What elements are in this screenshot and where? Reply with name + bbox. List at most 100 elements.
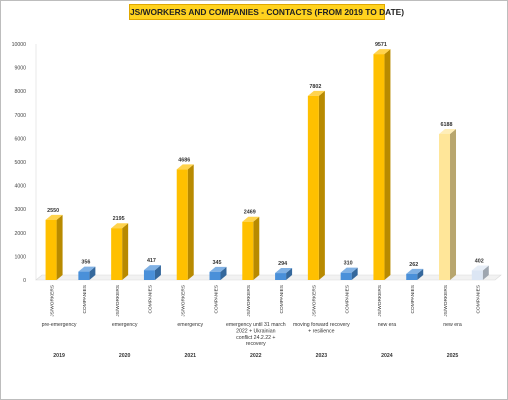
bar (471, 270, 483, 280)
phase-label-line: new era (378, 322, 397, 328)
bar-side (286, 268, 293, 280)
bar-top (340, 267, 358, 273)
bar-top (45, 214, 63, 220)
x-tick-label: JS/WORKERS (377, 285, 383, 317)
bar (111, 228, 123, 280)
x-tick-label: JS/WORKERS (443, 285, 449, 317)
bar-value-label: 310 (344, 261, 353, 267)
year-label: 2020 (119, 353, 131, 359)
bar (176, 169, 188, 280)
bar-value-label: 356 (81, 260, 90, 266)
y-tick-label: 1000 (14, 254, 26, 260)
bar-top (176, 164, 194, 170)
bar-top (439, 128, 457, 134)
bar-top (78, 266, 96, 272)
bar-side (253, 216, 260, 280)
bar-side (318, 90, 325, 280)
chart-title: JS/WORKERS AND COMPANIES - CONTACTS (FRO… (129, 4, 404, 20)
x-tick-label: COMPANIES (344, 285, 350, 313)
x-tick-label: COMPANIES (279, 285, 285, 313)
phase-label-line: emergency (112, 322, 138, 328)
y-tick-label: 2000 (14, 231, 26, 237)
bar-top (242, 216, 260, 222)
chart-floor (35, 274, 502, 281)
y-tick-label: 4000 (14, 184, 26, 190)
year-label: 2021 (184, 353, 196, 359)
bar-side (187, 164, 194, 280)
bar (307, 95, 319, 280)
bar-side (450, 128, 457, 280)
y-tick-label: 0 (23, 278, 26, 284)
y-tick-label: 9000 (14, 66, 26, 72)
phase-label-line: + resilience (308, 328, 334, 334)
x-tick-label: COMPANIES (148, 285, 154, 313)
bar-value-label: 9571 (375, 42, 387, 48)
year-label: 2024 (381, 353, 393, 359)
y-tick-label: 10000 (12, 42, 27, 48)
bar-value-label: 294 (278, 261, 287, 267)
bar-value-label: 4686 (178, 157, 190, 163)
phase-label: emergency (112, 322, 138, 328)
bar (209, 271, 221, 280)
bar-value-label: 262 (409, 262, 418, 268)
x-tick-label: JS/WORKERS (180, 285, 186, 317)
bar (406, 273, 418, 280)
bar (275, 273, 287, 280)
x-tick-label: COMPANIES (82, 285, 88, 313)
phase-label-line: pre-emergency (42, 322, 77, 328)
x-tick-label: JS/WORKERS (312, 285, 318, 317)
bar-value-label: 402 (475, 259, 484, 265)
x-tick-label: COMPANIES (410, 285, 416, 313)
year-label: 2022 (250, 353, 262, 359)
bar-value-label: 6188 (441, 122, 453, 128)
phase-label-line: conflict 24.2.22 + (236, 335, 275, 341)
phase-label-line: emergency until 31 march (226, 322, 286, 328)
y-tick-label: 8000 (14, 89, 26, 95)
year-label: 2025 (447, 353, 459, 359)
phase-label-line: recovery (246, 341, 266, 347)
bar-value-label: 2550 (47, 208, 59, 214)
x-tick-label: JS/WORKERS (246, 285, 252, 317)
x-tick-label: JS/WORKERS (49, 285, 55, 317)
bar-value-label: 2469 (244, 210, 256, 216)
y-tick-label: 5000 (14, 160, 26, 166)
bar-side (154, 265, 161, 280)
phase-label: new era (378, 322, 397, 328)
bar-top (406, 268, 424, 274)
bar (373, 54, 385, 280)
x-tick-label: COMPANIES (213, 285, 219, 313)
bar-side (417, 268, 424, 280)
bar-side (351, 267, 358, 280)
year-label: 2019 (53, 353, 65, 359)
bar-top (209, 266, 227, 272)
bar-side (89, 266, 96, 280)
bar-top (373, 49, 391, 55)
bar-side (220, 266, 227, 280)
bar (340, 272, 352, 280)
bar-top (275, 268, 293, 274)
bar-side (482, 265, 489, 280)
x-tick-label: COMPANIES (476, 285, 482, 313)
y-tick-label: 7000 (14, 113, 26, 119)
y-tick-label: 3000 (14, 207, 26, 213)
bar-value-label: 2195 (113, 216, 125, 222)
bar-value-label: 417 (147, 258, 156, 264)
phase-label-line: emergency (177, 322, 203, 328)
phase-label-line: new era (443, 322, 462, 328)
bar-top (307, 90, 325, 96)
bar-top (111, 223, 129, 229)
bar (439, 133, 451, 280)
year-label: 2023 (316, 353, 328, 359)
bar-side (56, 214, 63, 280)
phase-label: moving forward recovery + resilience (293, 322, 350, 334)
bar-top (471, 265, 489, 271)
x-tick-label: JS/WORKERS (115, 285, 121, 317)
bar (143, 270, 155, 280)
bar (242, 221, 254, 280)
phase-label: pre-emergency (42, 322, 77, 328)
bar-side (122, 223, 129, 280)
phase-label: new era (443, 322, 462, 328)
bar (78, 271, 90, 280)
